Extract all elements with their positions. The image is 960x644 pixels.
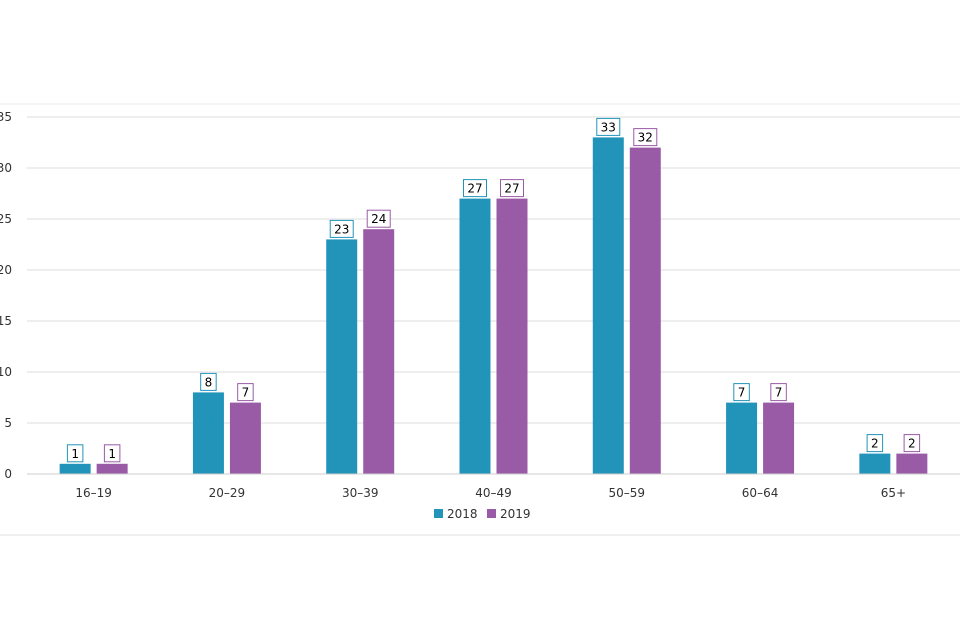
bar-2018[interactable] [59, 463, 91, 474]
legend-item-2019[interactable]: 2019 [487, 507, 531, 521]
y-axis-ticks: 0 5 10 15 20 25 30 35 [0, 110, 12, 481]
bar-2019[interactable] [229, 402, 261, 474]
bar-2018[interactable] [459, 198, 491, 474]
data-label: 33 [601, 120, 616, 134]
data-label: 1 [71, 447, 79, 461]
gridlines [27, 116, 960, 424]
bar-2019[interactable] [629, 147, 661, 474]
y-tick-label: 25 [0, 212, 12, 226]
bar-2019[interactable] [96, 463, 128, 474]
data-label-box [463, 179, 487, 198]
data-label-box [733, 383, 750, 402]
data-label: 24 [371, 212, 386, 226]
bar-2019[interactable] [896, 453, 928, 474]
legend-swatch [434, 509, 443, 518]
x-tick-label: 65+ [881, 486, 906, 500]
y-tick-label: 0 [4, 467, 12, 481]
x-axis-ticks: 16–19 20–29 30–39 40–49 50–59 60–64 65+ [75, 486, 906, 500]
data-label-box [103, 444, 121, 463]
data-label-box [366, 209, 391, 228]
legend-swatch [487, 509, 496, 518]
bar-2018[interactable] [726, 402, 758, 474]
data-label-box [500, 179, 524, 198]
x-tick-label: 40–49 [475, 486, 512, 500]
data-label-box [596, 117, 621, 136]
data-label: 23 [334, 222, 349, 236]
x-tick-label: 16–19 [75, 486, 112, 500]
y-tick-label: 10 [0, 365, 12, 379]
data-label-box [866, 434, 884, 453]
legend: 2018 2019 [434, 507, 531, 521]
bar-2018[interactable] [592, 137, 624, 474]
y-tick-label: 35 [0, 110, 12, 124]
data-label: 2 [871, 437, 879, 451]
x-tick-label: 20–29 [209, 486, 246, 500]
data-label-box [200, 372, 217, 391]
data-label-box [329, 219, 354, 238]
bars [59, 137, 928, 474]
legend-label: 2018 [447, 507, 478, 521]
data-label: 7 [738, 386, 746, 400]
x-tick-label: 30–39 [342, 486, 379, 500]
data-label-box [237, 383, 254, 402]
bar-2019[interactable] [363, 229, 395, 474]
data-label: 2 [908, 437, 916, 451]
bar-2019[interactable] [763, 402, 795, 474]
data-label: 32 [638, 131, 653, 145]
legend-label: 2019 [500, 507, 531, 521]
bar-2018[interactable] [192, 392, 224, 474]
bar-2018[interactable] [859, 453, 891, 474]
data-label: 7 [775, 386, 783, 400]
data-label: 27 [467, 182, 482, 196]
data-label-box [770, 383, 787, 402]
data-labels: 1 1 8 7 23 24 27 27 33 32 7 7 2 2 [66, 117, 921, 463]
data-label: 27 [504, 182, 519, 196]
data-label: 8 [205, 375, 213, 389]
y-tick-label: 20 [0, 263, 12, 277]
y-tick-label: 15 [0, 314, 12, 328]
y-tick-label: 5 [4, 416, 12, 430]
legend-item-2018[interactable]: 2018 [434, 507, 478, 521]
x-tick-label: 60–64 [742, 486, 779, 500]
data-label-box [633, 128, 658, 147]
bar-2019[interactable] [496, 198, 528, 474]
data-label-box [903, 434, 921, 453]
data-label: 1 [108, 447, 116, 461]
bar-2018[interactable] [326, 239, 358, 474]
y-tick-label: 30 [0, 161, 12, 175]
data-label: 7 [242, 386, 250, 400]
data-label-box [66, 444, 84, 463]
x-tick-label: 50–59 [609, 486, 646, 500]
